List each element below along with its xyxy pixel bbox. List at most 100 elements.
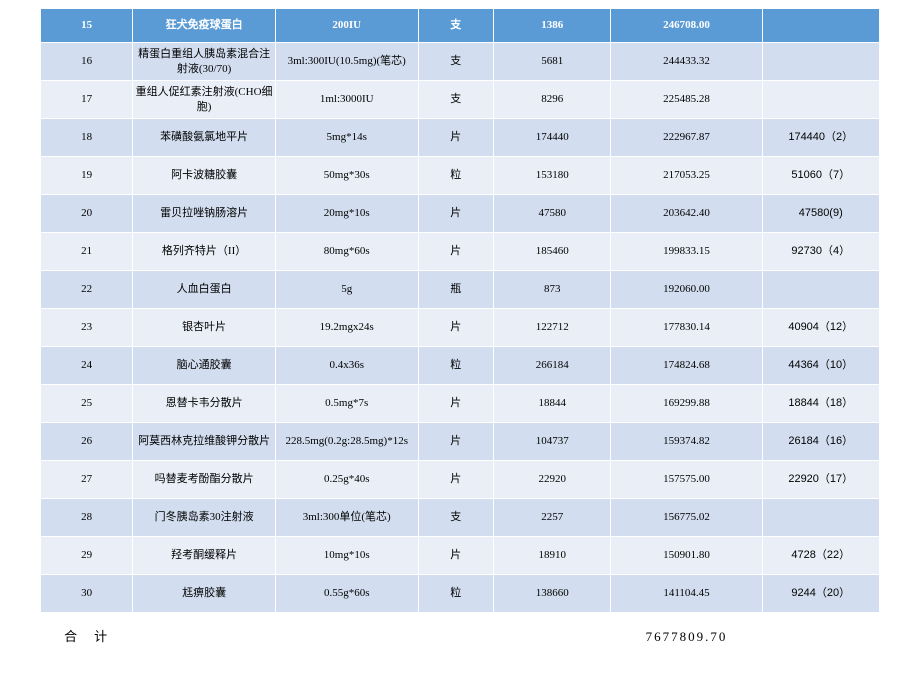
cell: 222967.87 xyxy=(611,119,762,157)
cell: 0.4x36s xyxy=(275,347,418,385)
cell: 20 xyxy=(41,195,133,233)
table-body: 15狂犬免疫球蛋白200IU支1386246708.0016精蛋白重组人胰岛素混… xyxy=(41,9,880,663)
cell: 狂犬免疫球蛋白 xyxy=(133,9,276,43)
cell: 17 xyxy=(41,81,133,119)
cell: 16 xyxy=(41,43,133,81)
cell: 精蛋白重组人胰岛素混合注射液(30/70) xyxy=(133,43,276,81)
cell: 吗替麦考酚酯分散片 xyxy=(133,461,276,499)
cell: 人血白蛋白 xyxy=(133,271,276,309)
cell: 8296 xyxy=(494,81,611,119)
cell: 支 xyxy=(418,499,494,537)
cell: 粒 xyxy=(418,575,494,613)
table-row: 24脑心通胶囊0.4x36s粒266184174824.6844364（10） xyxy=(41,347,880,385)
cell: 格列齐特片（II） xyxy=(133,233,276,271)
table-row: 28门冬胰岛素30注射液3ml:300单位(笔芯)支2257156775.02 xyxy=(41,499,880,537)
cell: 169299.88 xyxy=(611,385,762,423)
cell: 粒 xyxy=(418,157,494,195)
cell: 246708.00 xyxy=(611,9,762,43)
cell: 29 xyxy=(41,537,133,575)
cell: 177830.14 xyxy=(611,309,762,347)
table-row: 18苯磺酸氨氯地平片5mg*14s片174440222967.87174440（… xyxy=(41,119,880,157)
cell: 22920（17） xyxy=(762,461,880,499)
cell: 104737 xyxy=(494,423,611,461)
cell xyxy=(762,81,880,119)
cell: 雷贝拉唑钠肠溶片 xyxy=(133,195,276,233)
cell: 支 xyxy=(418,9,494,43)
cell: 225485.28 xyxy=(611,81,762,119)
cell: 片 xyxy=(418,385,494,423)
cell: 19.2mgx24s xyxy=(275,309,418,347)
table-row: 22人血白蛋白5g瓶873192060.00 xyxy=(41,271,880,309)
cell: 重组人促红素注射液(CHO细胞) xyxy=(133,81,276,119)
cell: 203642.40 xyxy=(611,195,762,233)
cell: 5g xyxy=(275,271,418,309)
cell xyxy=(275,613,418,663)
cell: 片 xyxy=(418,195,494,233)
cell: 174440 xyxy=(494,119,611,157)
table-row: 21格列齐特片（II）80mg*60s片185460199833.1592730… xyxy=(41,233,880,271)
cell: 0.55g*60s xyxy=(275,575,418,613)
cell: 50mg*30s xyxy=(275,157,418,195)
cell: 10mg*10s xyxy=(275,537,418,575)
cell: 27 xyxy=(41,461,133,499)
cell: 192060.00 xyxy=(611,271,762,309)
cell: 18844 xyxy=(494,385,611,423)
table-row: 19阿卡波糖胶囊50mg*30s粒153180217053.2551060（7） xyxy=(41,157,880,195)
cell: 122712 xyxy=(494,309,611,347)
cell: 5681 xyxy=(494,43,611,81)
cell: 92730（4） xyxy=(762,233,880,271)
cell: 21 xyxy=(41,233,133,271)
cell: 873 xyxy=(494,271,611,309)
cell: 47580(9) xyxy=(762,195,880,233)
cell: 18910 xyxy=(494,537,611,575)
cell: 阿莫西林克拉维酸钾分散片 xyxy=(133,423,276,461)
cell: 174824.68 xyxy=(611,347,762,385)
cell: 片 xyxy=(418,423,494,461)
cell: 阿卡波糖胶囊 xyxy=(133,157,276,195)
table-row: 25恩替卡韦分散片0.5mg*7s片18844169299.8818844（18… xyxy=(41,385,880,423)
table-row: 26阿莫西林克拉维酸钾分散片228.5mg(0.2g:28.5mg)*12s片1… xyxy=(41,423,880,461)
table-row: 17重组人促红素注射液(CHO细胞)1ml:3000IU支8296225485.… xyxy=(41,81,880,119)
cell: 19 xyxy=(41,157,133,195)
cell xyxy=(494,613,611,663)
cell xyxy=(133,613,276,663)
cell: 粒 xyxy=(418,347,494,385)
cell: 1386 xyxy=(494,9,611,43)
table-row: 30尪痹胶囊0.55g*60s粒138660141104.459244（20） xyxy=(41,575,880,613)
cell: 51060（7） xyxy=(762,157,880,195)
cell: 2257 xyxy=(494,499,611,537)
cell xyxy=(762,9,880,43)
cell: 羟考酮缓释片 xyxy=(133,537,276,575)
cell: 5mg*14s xyxy=(275,119,418,157)
cell: 0.5mg*7s xyxy=(275,385,418,423)
cell: 22920 xyxy=(494,461,611,499)
cell: 185460 xyxy=(494,233,611,271)
cell: 脑心通胶囊 xyxy=(133,347,276,385)
cell: 1ml:3000IU xyxy=(275,81,418,119)
cell: 200IU xyxy=(275,9,418,43)
cell: 80mg*60s xyxy=(275,233,418,271)
cell xyxy=(762,43,880,81)
cell: 244433.32 xyxy=(611,43,762,81)
cell: 片 xyxy=(418,233,494,271)
cell: 150901.80 xyxy=(611,537,762,575)
cell: 18844（18） xyxy=(762,385,880,423)
cell: 26 xyxy=(41,423,133,461)
cell: 尪痹胶囊 xyxy=(133,575,276,613)
cell: 47580 xyxy=(494,195,611,233)
cell: 159374.82 xyxy=(611,423,762,461)
cell: 银杏叶片 xyxy=(133,309,276,347)
cell: 24 xyxy=(41,347,133,385)
cell: 156775.02 xyxy=(611,499,762,537)
drug-table: 15狂犬免疫球蛋白200IU支1386246708.0016精蛋白重组人胰岛素混… xyxy=(40,8,880,663)
cell: 3ml:300单位(笔芯) xyxy=(275,499,418,537)
cell: 266184 xyxy=(494,347,611,385)
cell: 支 xyxy=(418,43,494,81)
header-row: 15狂犬免疫球蛋白200IU支1386246708.00 xyxy=(41,9,880,43)
table-row: 27吗替麦考酚酯分散片0.25g*40s片22920157575.0022920… xyxy=(41,461,880,499)
cell: 199833.15 xyxy=(611,233,762,271)
cell: 3ml:300IU(10.5mg)(笔芯) xyxy=(275,43,418,81)
cell: 141104.45 xyxy=(611,575,762,613)
cell: 瓶 xyxy=(418,271,494,309)
cell: 25 xyxy=(41,385,133,423)
